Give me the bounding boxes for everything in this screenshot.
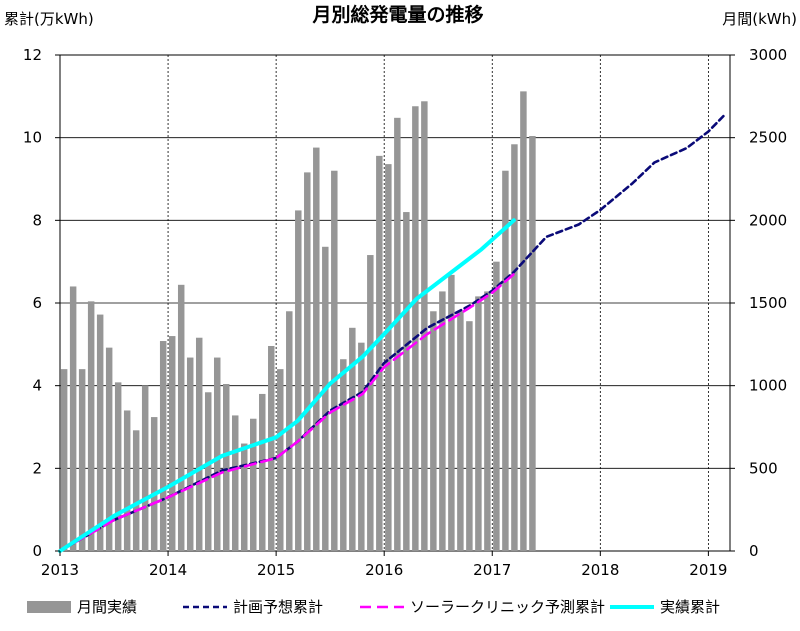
bar-month: [412, 106, 419, 552]
bar-month: [322, 246, 329, 551]
bar-month: [349, 327, 356, 551]
bar-month: [159, 341, 167, 551]
bar-month: [385, 164, 392, 551]
bar-month: [213, 357, 221, 551]
bar-month: [114, 382, 122, 551]
left-axis-tick-label: 10: [23, 129, 42, 147]
bar-month: [241, 443, 248, 551]
chart-title: 月別総発電量の推移: [311, 3, 483, 26]
right-axis-tick-label: 0: [749, 542, 759, 560]
left-axis-tick-label: 4: [32, 377, 42, 395]
right-axis-unit-label: 月間(kWh): [722, 10, 797, 28]
bar-month: [105, 347, 113, 551]
bar-month: [259, 393, 266, 551]
bar-month: [475, 296, 482, 551]
left-axis-tick-label: 12: [23, 46, 42, 64]
line-plan: [58, 113, 726, 553]
legend: 月間実績 計画予想累計 ソーラークリニック予測累計 実績累計: [27, 598, 720, 616]
legend-label: 計画予想累計: [233, 598, 323, 616]
bar-month: [340, 359, 347, 551]
bar-month: [277, 369, 284, 551]
x-axis-tick-label: 2016: [365, 561, 403, 579]
bar-month: [177, 284, 185, 551]
axes: 0 2 4 6 8 10 12 0 500 1000 1500 2000 2500 3000 2013 201…: [23, 46, 787, 579]
bar-month: [448, 274, 455, 551]
right-axis-tick-label: 1500: [749, 294, 787, 312]
left-axis-unit-label: 累計(万kWh): [4, 10, 94, 28]
bar-month: [394, 117, 401, 552]
right-axis-tick-label: 500: [749, 459, 778, 477]
bar-month: [268, 345, 275, 551]
right-axis-tick-label: 1000: [749, 377, 787, 395]
right-axis-tick-label: 2000: [749, 211, 787, 229]
bar-month: [250, 418, 257, 551]
bar-month: [430, 311, 437, 551]
bar-series: [60, 91, 536, 552]
bar-month: [222, 384, 230, 551]
bar-month: [96, 314, 104, 551]
bar-month: [484, 291, 491, 551]
bar-month: [439, 291, 446, 551]
left-axis-tick-label: 0: [32, 542, 42, 560]
bar-month: [295, 210, 302, 551]
bar-month: [367, 255, 374, 551]
bar-month: [150, 417, 158, 551]
left-axis-tick-label: 6: [32, 294, 42, 312]
bar-month: [60, 369, 68, 551]
bar-month: [195, 337, 203, 551]
bar-month: [421, 101, 428, 551]
bar-month: [529, 136, 536, 551]
bar-month: [123, 410, 131, 551]
bar-month: [313, 147, 320, 551]
bar-month: [376, 155, 383, 551]
bar-month: [168, 336, 176, 551]
bar-month: [358, 342, 365, 551]
legend-swatch-bar: [27, 601, 71, 613]
bar-month: [493, 261, 500, 551]
left-axis-tick-label: 2: [32, 459, 42, 477]
x-axis-tick-label: 2018: [581, 561, 619, 579]
bar-month: [511, 144, 518, 551]
x-axis-tick-label: 2014: [149, 561, 187, 579]
line-actual: [58, 218, 516, 553]
bar-month: [186, 357, 194, 551]
bar-month: [141, 385, 149, 551]
bar-month: [204, 392, 212, 551]
legend-label: 実績累計: [660, 598, 720, 616]
x-axis-tick-label: 2015: [257, 561, 295, 579]
bar-month: [232, 415, 239, 551]
bar-month: [331, 170, 338, 551]
bar-month: [69, 286, 77, 551]
legend-label: 月間実績: [77, 598, 137, 616]
x-axis-tick-label: 2017: [473, 561, 511, 579]
bar-month: [466, 321, 473, 551]
line-forecast: [58, 272, 516, 553]
bar-month: [403, 212, 410, 552]
bar-month: [286, 311, 293, 551]
left-axis-tick-label: 8: [32, 211, 42, 229]
x-axis-tick-label: 2013: [41, 561, 79, 579]
bar-month: [520, 91, 527, 551]
bar-month: [304, 172, 311, 552]
line-series: [58, 113, 726, 553]
right-axis-tick-label: 3000: [749, 46, 787, 64]
bar-month: [502, 170, 509, 551]
right-axis-tick-label: 2500: [749, 129, 787, 147]
bar-month: [132, 430, 140, 551]
bar-month: [78, 369, 86, 551]
bar-month: [87, 301, 95, 551]
legend-label: ソーラークリニック予測累計: [410, 598, 605, 616]
x-axis-tick-label: 2019: [689, 561, 727, 579]
bar-month: [457, 311, 464, 551]
